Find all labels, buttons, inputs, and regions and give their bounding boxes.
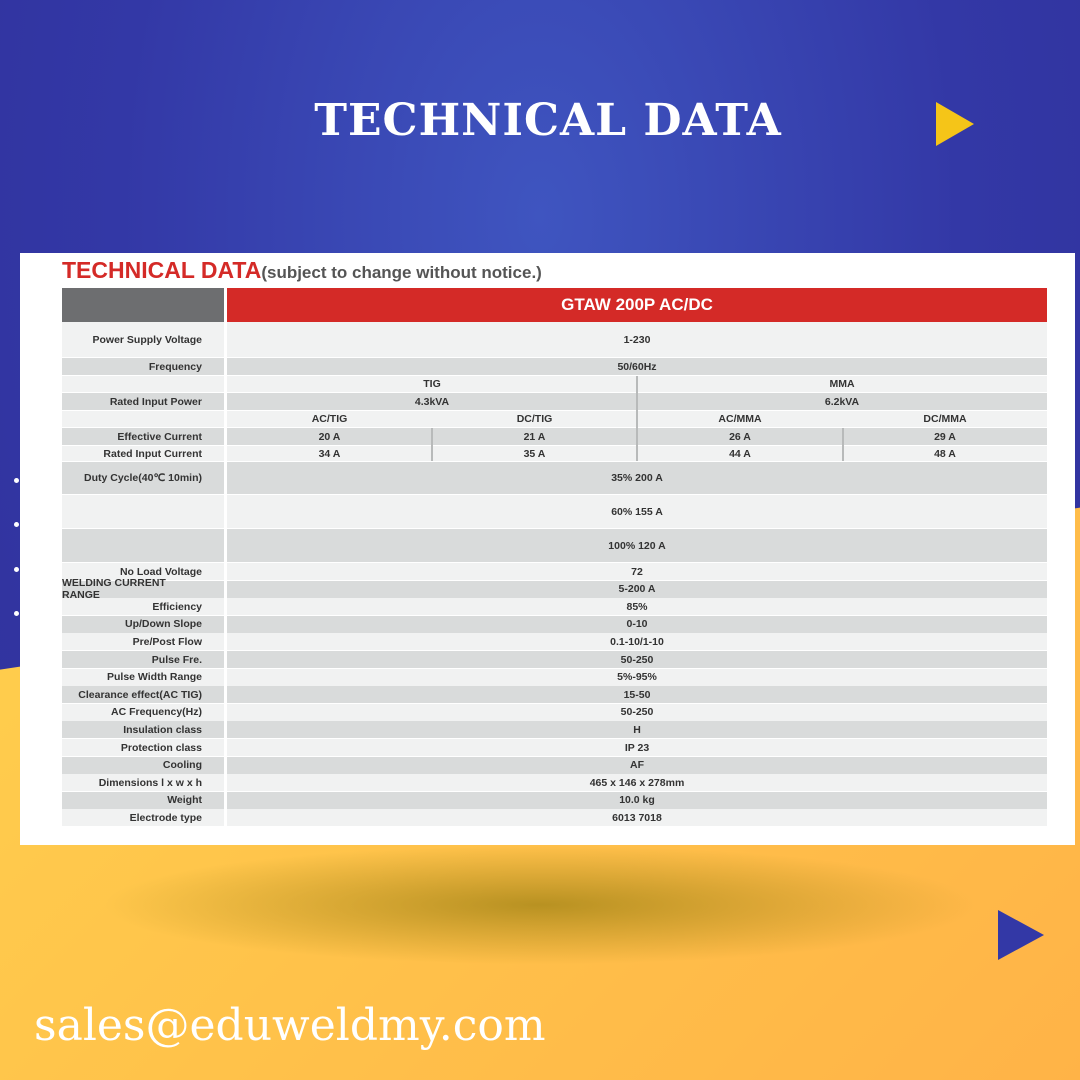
model-header: GTAW 200P AC/DC — [227, 288, 1047, 322]
decor-dot — [14, 522, 19, 527]
card-heading: TECHNICAL DATA(subject to change without… — [62, 257, 542, 284]
spec-row-value: AF — [227, 756, 1047, 774]
duty-cycle-label: Duty Cycle(40℃ 10min) — [62, 462, 224, 494]
rated-input-current-value: 48 A — [843, 446, 1047, 461]
spec-row-value: H — [227, 721, 1047, 739]
effective-current-value: 29 A — [843, 428, 1047, 445]
spec-row-label: Insulation class — [62, 721, 224, 739]
effective-current-label: Effective Current — [62, 428, 224, 445]
spec-row-label: Efficiency — [62, 598, 224, 616]
spec-row-value: 6013 7018 — [227, 809, 1047, 827]
rated-input-current-label: Rated Input Current — [62, 446, 224, 461]
spec-row-label: Pulse Width Range — [62, 668, 224, 686]
spec-row-label: AC Frequency(Hz) — [62, 703, 224, 721]
decor-dot — [14, 611, 19, 616]
decor-dot — [14, 478, 19, 483]
submode: AC/MMA — [637, 411, 843, 427]
spec-row-value: 5-200 A — [227, 580, 1047, 598]
duty-cycle-value: 35% 200 A — [227, 462, 1047, 494]
duty-cycle-label — [62, 529, 224, 562]
column-divider — [431, 428, 433, 461]
spec-row-value: 85% — [227, 598, 1047, 616]
play-triangle-icon — [936, 102, 974, 146]
mode-mma: MMA — [637, 376, 1047, 392]
effective-current-value: 20 A — [227, 428, 432, 445]
effective-current-value: 26 A — [637, 428, 843, 445]
spec-row-value: 465 x 146 x 278mm — [227, 774, 1047, 792]
heading-text: TECHNICAL DATA — [62, 257, 262, 283]
rated-input-power-mma: 6.2kVA — [637, 393, 1047, 410]
power-supply-voltage-label: Power Supply Voltage — [62, 322, 224, 357]
spec-row-label: Electrode type — [62, 809, 224, 827]
spec-row-value: 72 — [227, 563, 1047, 580]
frequency-value: 50/60Hz — [227, 358, 1047, 375]
spec-row-label: Cooling — [62, 756, 224, 774]
spec-row-label: Pulse Fre. — [62, 651, 224, 668]
spec-row-value: IP 23 — [227, 739, 1047, 756]
mode-tig: TIG — [227, 376, 637, 392]
power-supply-voltage-value: 1-230 — [227, 322, 1047, 357]
decor-dot — [14, 567, 19, 572]
submode: DC/MMA — [843, 411, 1047, 427]
spec-row-label: Pre/Post Flow — [62, 633, 224, 651]
duty-cycle-label — [62, 495, 224, 528]
blank-label — [62, 411, 224, 427]
header-blank — [62, 288, 224, 322]
column-divider — [636, 376, 638, 461]
spec-row-label: Clearance effect(AC TIG) — [62, 686, 224, 704]
spec-row-value: 10.0 kg — [227, 791, 1047, 809]
rated-input-current-value: 34 A — [227, 446, 432, 461]
submode: AC/TIG — [227, 411, 432, 427]
spec-row-value: 0-10 — [227, 615, 1047, 633]
frequency-label: Frequency — [62, 358, 224, 375]
spec-row-label: Weight — [62, 791, 224, 809]
effective-current-value: 21 A — [432, 428, 637, 445]
rated-input-power-label: Rated Input Power — [62, 393, 224, 410]
spec-row-value: 50-250 — [227, 651, 1047, 668]
subheading-text: (subject to change without notice.) — [261, 263, 542, 282]
spec-row-value: 50-250 — [227, 703, 1047, 721]
spec-row-value: 5%-95% — [227, 668, 1047, 686]
spec-row-value: 0.1-10/1-10 — [227, 633, 1047, 651]
page-title: TECHNICAL DATA — [314, 95, 782, 146]
submode: DC/TIG — [432, 411, 637, 427]
contact-email[interactable]: sales@eduweldmy.com — [34, 1000, 546, 1051]
spec-row-label: WELDING CURRENT RANGE — [62, 577, 224, 601]
rated-input-power-tig: 4.3kVA — [227, 393, 637, 410]
rated-input-current-value: 44 A — [637, 446, 843, 461]
spec-row-value: 15-50 — [227, 686, 1047, 704]
card-shadow — [100, 845, 980, 965]
blank-label — [62, 376, 224, 392]
spec-row-label: No Load Voltage — [62, 563, 224, 580]
spec-row-label: Up/Down Slope — [62, 615, 224, 633]
play-triangle-icon — [998, 910, 1044, 960]
rated-input-current-value: 35 A — [432, 446, 637, 461]
duty-cycle-value: 60% 155 A — [227, 495, 1047, 528]
duty-cycle-value: 100% 120 A — [227, 529, 1047, 562]
spec-row-label: Dimensions l x w x h — [62, 774, 224, 792]
technical-data-card: TECHNICAL DATA(subject to change without… — [20, 253, 1075, 845]
column-divider — [842, 428, 844, 461]
spec-row-label: Protection class — [62, 739, 224, 756]
